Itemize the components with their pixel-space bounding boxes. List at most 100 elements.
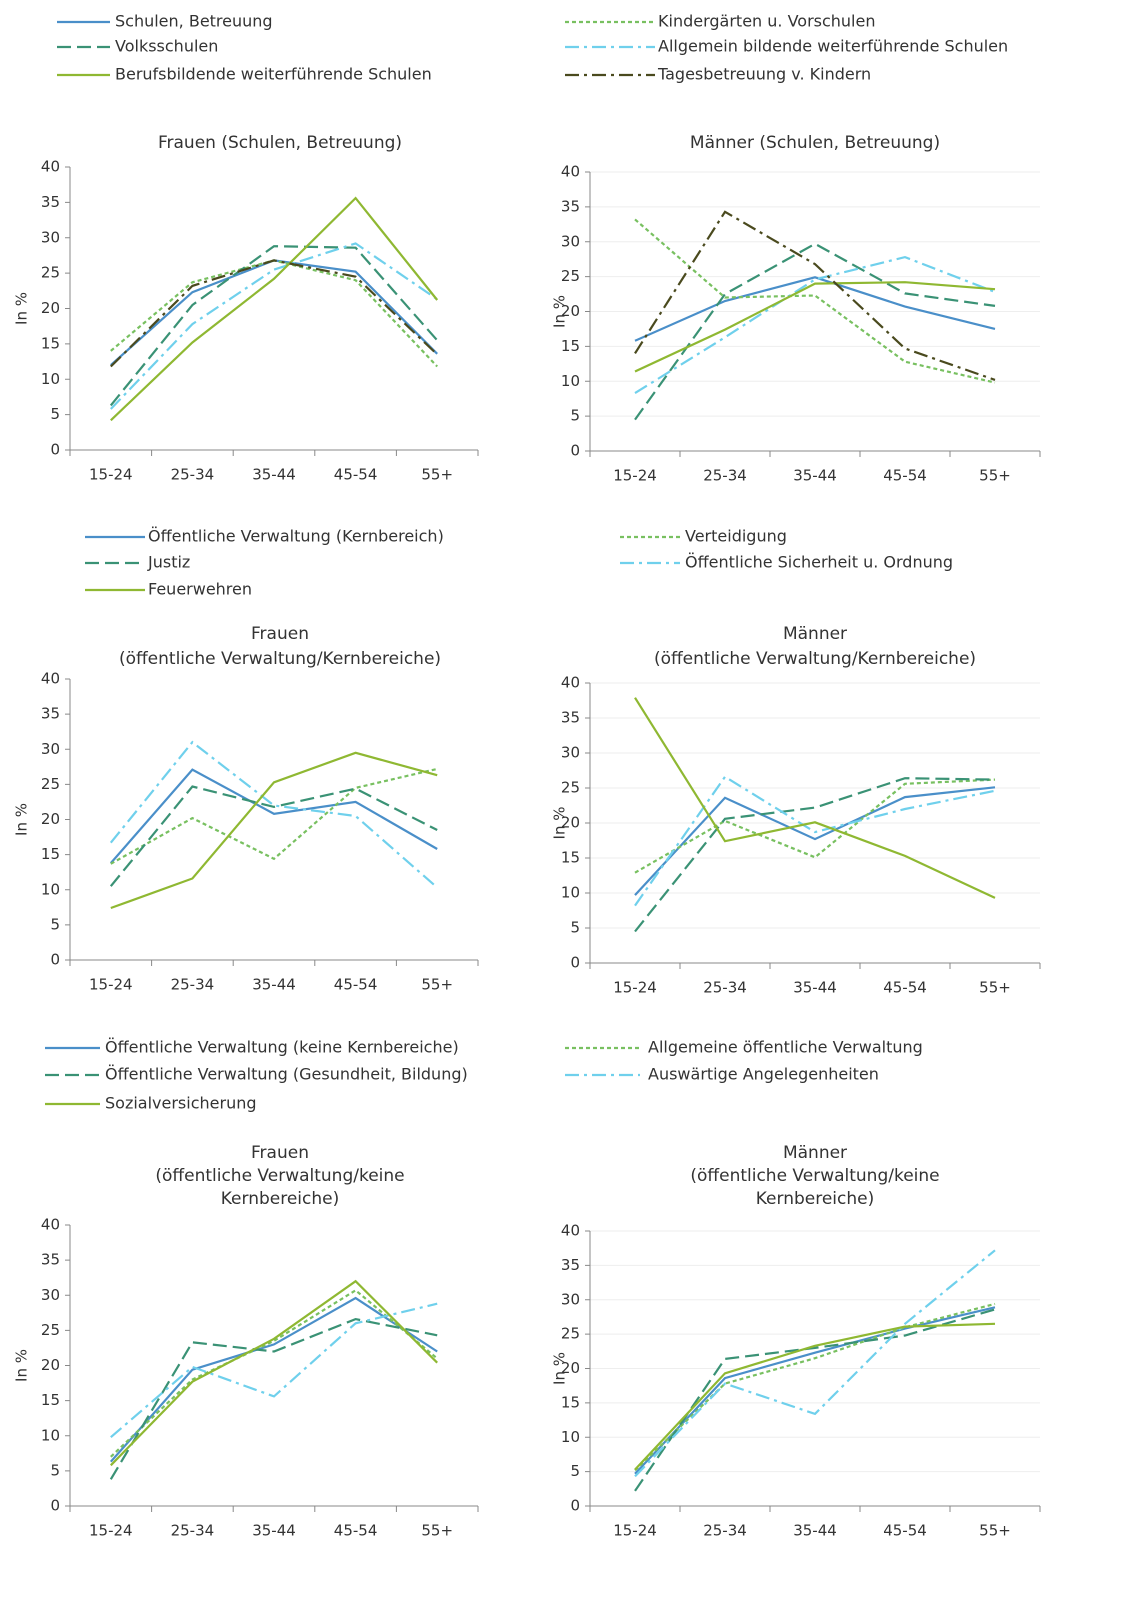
y-tick-label: 35: [561, 197, 580, 215]
y-axis-label: In %: [551, 295, 569, 328]
y-tick-label: 5: [570, 407, 580, 425]
y-tick-label: 0: [50, 441, 60, 459]
chart-title: Frauen (Schulen, Betreuung): [158, 133, 402, 153]
legend-label: Verteidigung: [685, 527, 787, 546]
x-tick-label: 35-44: [793, 467, 837, 485]
x-tick-label: 55+: [979, 467, 1011, 485]
x-tick-label: 25-34: [703, 979, 747, 997]
line-series: [634, 255, 996, 395]
y-tick-label: 15: [561, 1393, 580, 1411]
line-series: [634, 281, 996, 373]
y-tick-label: 35: [41, 705, 60, 723]
line-series: [634, 1302, 996, 1472]
y-tick-label: 5: [570, 1462, 580, 1480]
line-series: [634, 1322, 996, 1471]
line-series: [634, 1306, 996, 1475]
y-tick-label: 0: [50, 951, 60, 969]
legend-label: Öffentliche Verwaltung (Kernbereich): [148, 527, 444, 546]
y-tick-label: 5: [50, 915, 60, 933]
legend-label: Öffentliche Verwaltung (keine Kernbereic…: [105, 1038, 459, 1057]
chart-title: (öffentliche Verwaltung/Kernbereiche): [654, 649, 976, 669]
legend-label: Feuerwehren: [148, 580, 252, 599]
y-tick-label: 10: [561, 1428, 580, 1446]
y-tick-label: 35: [561, 709, 580, 727]
x-tick-label: 15-24: [613, 1522, 657, 1540]
x-tick-label: 35-44: [793, 979, 837, 997]
line-series: [110, 196, 439, 422]
legend-label: Auswärtige Angelegenheiten: [648, 1065, 879, 1084]
legend-label: Kindergärten u. Vorschulen: [658, 12, 875, 31]
y-tick-label: 40: [41, 1216, 60, 1234]
y-tick-label: 0: [50, 1497, 60, 1515]
x-tick-label: 45-54: [883, 1522, 927, 1540]
x-tick-label: 15-24: [89, 1522, 133, 1540]
y-axis-label: In %: [13, 1349, 31, 1382]
line-series: [634, 1249, 996, 1478]
x-tick-label: 15-24: [89, 976, 133, 994]
x-tick-label: 25-34: [171, 976, 215, 994]
y-tick-label: 15: [41, 1391, 60, 1409]
legend-label: Sozialversicherung: [105, 1094, 257, 1113]
y-tick-label: 10: [561, 884, 580, 902]
line-series: [110, 259, 438, 368]
y-tick-label: 15: [561, 849, 580, 867]
y-tick-label: 25: [41, 264, 60, 282]
y-tick-label: 30: [561, 744, 580, 762]
x-tick-label: 45-54: [334, 466, 378, 484]
x-tick-label: 45-54: [334, 976, 378, 994]
y-tick-label: 25: [41, 775, 60, 793]
y-tick-label: 15: [41, 845, 60, 863]
line-series: [110, 259, 438, 368]
line-series: [109, 740, 438, 889]
chart-title: Frauen: [251, 624, 309, 644]
y-tick-label: 40: [561, 1222, 580, 1240]
line-series: [109, 1317, 438, 1480]
legend-label: Berufsbildende weiterführende Schulen: [115, 65, 432, 84]
line-series: [110, 767, 438, 865]
legend-label: Justiz: [147, 553, 190, 572]
y-tick-label: 10: [41, 880, 60, 898]
line-series: [634, 210, 996, 381]
chart-title: (öffentliche Verwaltung/Kernbereiche): [119, 649, 441, 669]
y-axis-label: In %: [551, 1352, 569, 1385]
line-series: [634, 777, 996, 933]
x-tick-label: 55+: [421, 976, 453, 994]
line-series: [634, 786, 996, 896]
chart-title: Frauen: [251, 1143, 309, 1163]
chart-title: (öffentliche Verwaltung/keine: [690, 1166, 939, 1186]
y-tick-label: 20: [41, 810, 60, 828]
y-tick-label: 25: [561, 267, 580, 285]
y-axis-label: In %: [13, 803, 31, 836]
y-tick-label: 5: [50, 405, 60, 423]
y-tick-label: 20: [41, 299, 60, 317]
line-series: [110, 1302, 438, 1439]
line-series: [110, 1279, 438, 1467]
legend-label: Volksschulen: [115, 37, 218, 56]
x-tick-label: 35-44: [252, 466, 296, 484]
y-tick-label: 25: [561, 1325, 580, 1343]
legend-label: Öffentliche Verwaltung (Gesundheit, Bild…: [105, 1065, 468, 1084]
x-tick-label: 15-24: [613, 467, 657, 485]
y-tick-label: 5: [570, 919, 580, 937]
chart-title: Männer: [783, 624, 847, 644]
line-series: [110, 259, 438, 366]
y-tick-label: 5: [50, 1461, 60, 1479]
y-tick-label: 10: [561, 372, 580, 390]
y-tick-label: 35: [41, 1251, 60, 1269]
y-tick-label: 10: [41, 1426, 60, 1444]
legend-label: Schulen, Betreuung: [115, 12, 273, 31]
legend-label: Allgemeine öffentliche Verwaltung: [648, 1038, 923, 1057]
x-tick-label: 25-34: [171, 466, 215, 484]
line-series: [634, 218, 996, 384]
y-tick-label: 20: [561, 814, 580, 832]
line-series: [634, 1308, 996, 1492]
x-tick-label: 15-24: [613, 979, 657, 997]
y-tick-label: 20: [561, 302, 580, 320]
y-tick-label: 30: [41, 228, 60, 246]
legend-label: Allgemein bildende weiterführende Schule…: [658, 37, 1008, 56]
x-tick-label: 45-54: [883, 467, 927, 485]
x-tick-label: 35-44: [252, 976, 296, 994]
y-tick-label: 30: [41, 1286, 60, 1304]
x-tick-label: 55+: [421, 466, 453, 484]
line-series: [634, 276, 996, 342]
